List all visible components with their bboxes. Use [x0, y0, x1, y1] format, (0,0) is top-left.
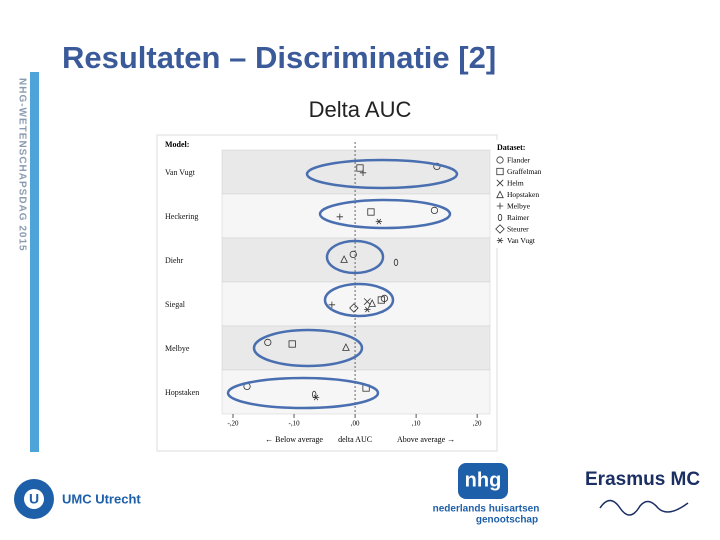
marker — [336, 213, 344, 220]
highlight — [226, 376, 380, 410]
erasmus-logo: Erasmus MC — [585, 469, 700, 516]
highlight — [252, 328, 364, 368]
x-axis-label: delta AUC — [338, 435, 372, 444]
legend-label: Raimer — [507, 213, 530, 222]
umc-emblem: U — [29, 491, 39, 507]
side-stripe — [30, 72, 39, 452]
x-tick-label: -,10 — [288, 420, 300, 428]
marker — [496, 179, 504, 187]
marker — [328, 301, 336, 308]
nhg-logo: nhg nederlands huisartsen genootschap — [433, 463, 540, 526]
x-tick-label: ,20 — [473, 420, 482, 428]
y-tick-label: Siegal — [165, 300, 186, 309]
legend-label: Melbye — [507, 202, 531, 211]
y-tick-label: Van Vugt — [165, 168, 196, 177]
nhg-name: genootschap — [476, 515, 538, 526]
marker — [264, 338, 272, 346]
marker — [340, 255, 348, 263]
slide-subtitle: Delta AUC — [309, 97, 412, 122]
highlight — [305, 158, 459, 190]
slide-title: Resultaten – Discriminatie [2] — [62, 40, 496, 75]
marker — [497, 213, 503, 222]
row-band — [221, 281, 491, 327]
marker — [363, 298, 371, 306]
legend-title: Dataset: — [497, 143, 525, 152]
marker — [496, 202, 504, 210]
legend-label: Flander — [507, 156, 530, 165]
legend-label: Helm — [507, 179, 524, 188]
umc-name: UMC Utrecht — [62, 491, 141, 506]
nhg-name: nederlands huisartsen — [433, 504, 540, 515]
y-tick-label: Diehr — [165, 256, 184, 265]
marker — [342, 343, 350, 351]
y-tick-label: Hopstaken — [165, 388, 199, 397]
nhg-mark: nhg — [465, 469, 502, 491]
side-label: NHG-WETENSCHAPSDAG 2015 — [16, 78, 27, 252]
row-band — [221, 237, 491, 283]
marker — [496, 237, 504, 244]
legend-box — [493, 140, 561, 248]
marker — [356, 164, 364, 172]
legend-label: Van Vugt — [507, 236, 536, 245]
legend: Dataset: Flander Graffelman Helm Hopstaken Me… — [493, 140, 561, 248]
marker — [367, 208, 375, 216]
umc-emblem — [24, 489, 44, 509]
x-axis-label-right: Above average → — [397, 435, 455, 444]
row-band — [221, 325, 491, 371]
marker — [288, 340, 296, 348]
highlight — [323, 282, 395, 318]
marker — [496, 190, 504, 199]
marker — [375, 218, 383, 225]
marker — [393, 258, 399, 266]
x-tick-label: -,20 — [227, 420, 239, 428]
x-tick-label: ,00 — [351, 420, 360, 428]
legend-label: Graffelman — [507, 167, 542, 176]
legend-label: Hopstaken — [507, 190, 539, 199]
marker — [495, 224, 505, 234]
y-tick-label: Heckering — [165, 212, 198, 221]
erasmus-signature — [599, 499, 689, 516]
row-band — [221, 369, 491, 415]
highlight — [325, 239, 385, 275]
y-header: Model: — [165, 140, 189, 149]
x-tick-label: ,10 — [412, 420, 421, 428]
umc-logo: U UMC Utrecht — [14, 479, 141, 519]
marker — [368, 299, 377, 307]
marker — [364, 306, 371, 313]
legend-label: Steurer — [507, 225, 529, 234]
x-axis-label-left: ← Below average — [265, 435, 323, 444]
marker — [359, 169, 367, 176]
erasmus-name: Erasmus MC — [585, 469, 700, 490]
marker — [312, 394, 320, 401]
marker — [496, 167, 504, 176]
highlight — [318, 198, 452, 230]
marker — [496, 156, 504, 164]
y-tick-label: Melbye — [165, 344, 190, 353]
nhg-emblem — [458, 463, 508, 499]
marker — [349, 303, 359, 313]
highlight-ellipses — [226, 158, 459, 410]
marker — [377, 296, 385, 304]
marker — [430, 206, 439, 214]
marker — [349, 250, 357, 258]
